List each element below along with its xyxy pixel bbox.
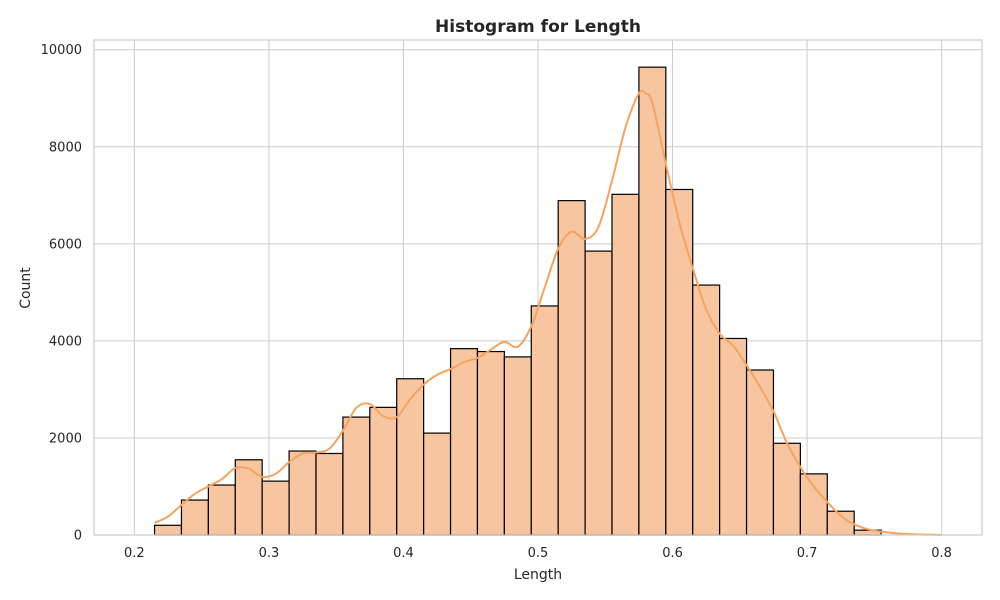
y-tick-label: 10000 (41, 43, 82, 58)
y-tick-label: 0 (74, 529, 82, 544)
x-tick-label: 0.5 (528, 546, 549, 561)
histogram-bar (449, 348, 479, 536)
histogram-bar (611, 193, 640, 536)
x-tick-label: 0.4 (393, 546, 414, 561)
histogram-bar (665, 188, 694, 536)
histogram-bar (692, 284, 721, 536)
x-axis-title: Length (514, 567, 562, 583)
histogram-bar (261, 480, 290, 536)
histogram-bar (207, 484, 236, 536)
histogram-bar (180, 499, 209, 536)
y-tick-label: 4000 (49, 334, 82, 349)
x-tick-label: 0.8 (931, 546, 952, 561)
histogram-bar (315, 452, 344, 536)
x-tick-label: 0.2 (124, 546, 145, 561)
histogram-bar (772, 442, 801, 536)
kde-curve (154, 89, 942, 536)
histogram-bar (719, 337, 748, 536)
plot-frame (93, 39, 983, 536)
y-tick-label: 8000 (49, 140, 82, 155)
chart-title: Histogram for Length (435, 17, 641, 37)
y-axis-title: Count (18, 267, 34, 309)
histogram-bar (503, 356, 532, 536)
histogram-bar (530, 305, 559, 536)
histogram-bar (234, 459, 263, 536)
histogram-bar (153, 524, 183, 536)
histogram-bar (288, 450, 317, 536)
histogram-bar (342, 416, 371, 536)
x-tick-label: 0.3 (259, 546, 280, 561)
x-tick-labels: 0.2 0.3 0.4 0.5 0.6 0.7 0.8 (124, 546, 952, 561)
histogram-bar (476, 350, 505, 536)
histogram-bar (369, 406, 398, 536)
histogram-bar (584, 250, 613, 536)
x-tick-label: 0.6 (662, 546, 683, 561)
histogram-bar (799, 473, 828, 536)
histogram-bar (745, 369, 775, 536)
histogram-bar (396, 378, 425, 536)
histogram-bars (153, 66, 882, 536)
y-tick-label: 6000 (49, 237, 82, 252)
x-tick-label: 0.7 (797, 546, 818, 561)
y-tick-label: 2000 (49, 431, 82, 446)
y-tick-labels: 0 2000 4000 6000 8000 10000 (41, 43, 82, 543)
histogram-bar (423, 432, 452, 536)
histogram-bar (638, 66, 667, 536)
histogram-bar (557, 200, 586, 536)
